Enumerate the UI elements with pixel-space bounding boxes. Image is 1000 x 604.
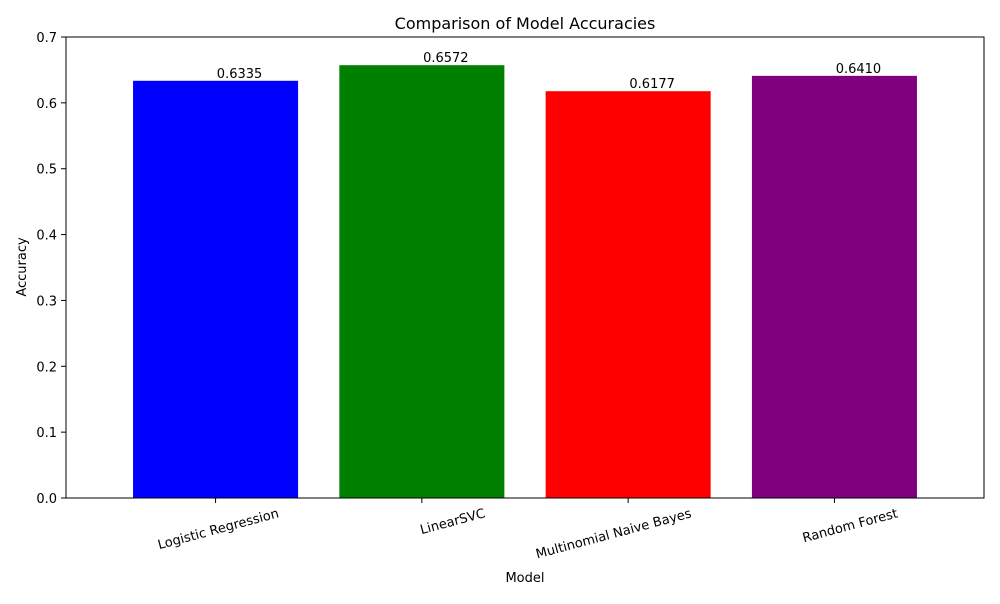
x-tick-label: LinearSVC [419, 506, 487, 538]
bar-linearsvc [339, 65, 505, 498]
chart-title: Comparison of Model Accuracies [395, 14, 656, 33]
bar-value-label: 0.6410 [836, 62, 882, 77]
bar-value-label: 0.6335 [217, 67, 263, 82]
bars-group [133, 65, 917, 499]
x-tick-label: Random Forest [801, 506, 899, 546]
bar-multinomial-naive-bayes [545, 91, 711, 498]
y-tick-label: 0.7 [36, 31, 57, 46]
y-tick-label: 0.2 [36, 360, 57, 375]
x-axis-label: Model [505, 571, 544, 586]
plot-frame [65, 36, 985, 499]
y-tick-label: 0.0 [36, 492, 57, 507]
y-tick-label: 0.1 [36, 426, 57, 441]
y-tick-label: 0.5 [36, 163, 57, 178]
y-tick-label: 0.4 [36, 229, 57, 244]
x-axis-ticks: Logistic Regression LinearSVC Multinomial … [156, 498, 899, 562]
y-axis-ticks: 0.0 0.1 0.2 0.3 0.4 0.5 0.6 0.7 [36, 31, 66, 507]
y-axis-label: Accuracy [15, 237, 30, 297]
bar-random-forest [751, 75, 917, 498]
x-tick-label: Multinomial Naive Bayes [534, 506, 693, 562]
value-labels-group: 0.6335 0.6572 0.6177 0.6410 [217, 51, 881, 92]
bar-value-label: 0.6177 [629, 77, 675, 92]
bar-value-label: 0.6572 [423, 51, 469, 66]
bar-logistic-regression [133, 80, 299, 499]
y-tick-label: 0.6 [36, 97, 57, 112]
x-tick-label: Logistic Regression [156, 506, 280, 553]
y-tick-label: 0.3 [36, 294, 57, 309]
